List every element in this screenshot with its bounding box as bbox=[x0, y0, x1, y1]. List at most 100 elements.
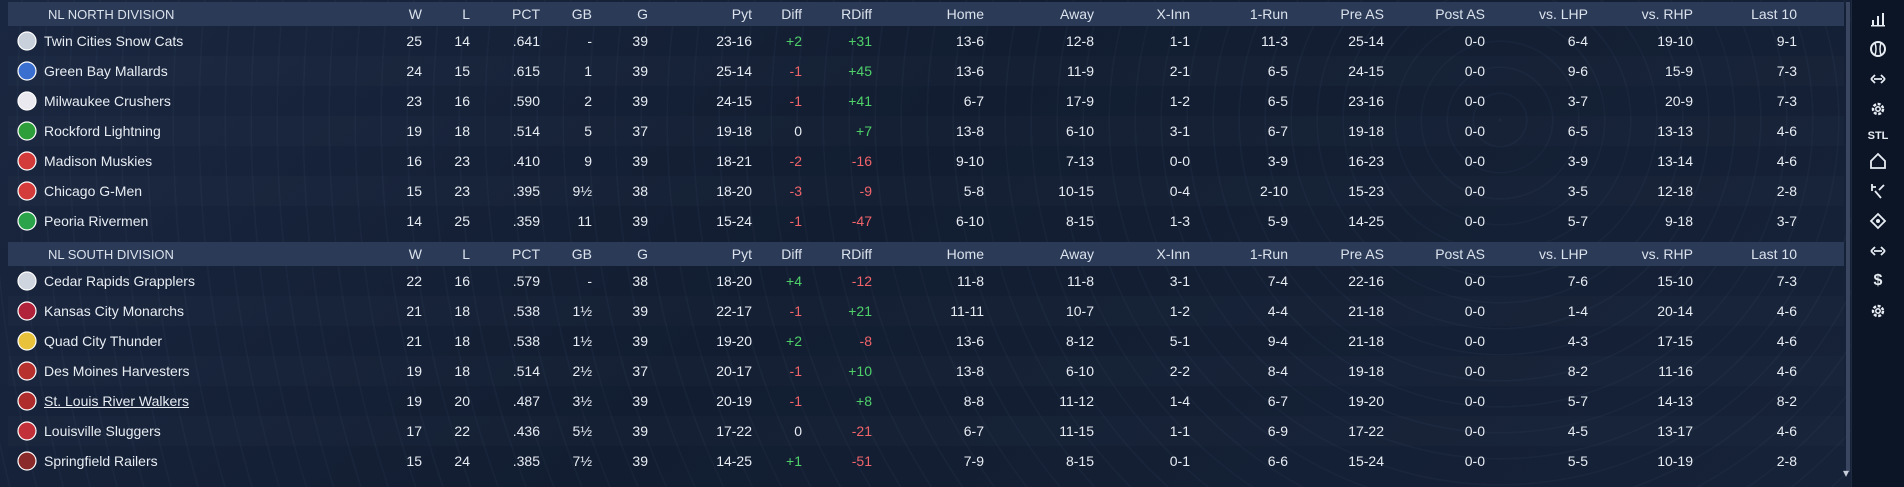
cell-pre: 19-18 bbox=[1348, 363, 1384, 379]
location-icon[interactable] bbox=[1867, 210, 1889, 232]
table-row[interactable]: Peoria Rivermen 14 25 .359 11 39 15-24 -1 -47 6-1… bbox=[8, 206, 1881, 236]
table-row[interactable]: Rockford Lightning 19 18 .514 5 37 19-18 0 +7 13-… bbox=[8, 116, 1881, 146]
table-row[interactable]: Cedar Rapids Grapplers 22 16 .579 - 38 18-20 +4… bbox=[8, 266, 1881, 296]
column-header-rhp[interactable]: vs. RHP bbox=[1641, 6, 1693, 22]
column-header-rdiff[interactable]: RDiff bbox=[841, 6, 872, 22]
trade-arrows-icon[interactable] bbox=[1867, 68, 1889, 90]
column-header-pyt[interactable]: Pyt bbox=[731, 246, 752, 262]
table-row[interactable]: Milwaukee Crushers 23 16 .590 2 39 24-15 -1 +41 6… bbox=[8, 86, 1881, 116]
column-header-pre[interactable]: Pre AS bbox=[1340, 246, 1384, 262]
cell-l: 25 bbox=[454, 213, 470, 229]
cell-w: 23 bbox=[406, 93, 422, 109]
table-row[interactable]: St. Louis River Walkers 19 20 .487 3½ 39 20-19… bbox=[8, 386, 1881, 416]
column-header-l[interactable]: L bbox=[462, 6, 470, 22]
table-row[interactable]: Madison Muskies 16 23 .410 9 39 18-21 -2 -16 9-10… bbox=[8, 146, 1881, 176]
baseball-icon[interactable] bbox=[1867, 38, 1889, 60]
scrollbar[interactable] bbox=[1846, 2, 1850, 472]
team-name[interactable]: Twin Cities Snow Cats bbox=[44, 33, 184, 49]
cell-lhp: 7-6 bbox=[1567, 273, 1588, 289]
team-name[interactable]: Des Moines Harvesters bbox=[44, 363, 190, 379]
column-header-gb[interactable]: GB bbox=[571, 246, 592, 262]
table-row[interactable]: Green Bay Mallards 24 15 .615 1 39 25-14 -1 +45 1… bbox=[8, 56, 1881, 86]
division-header: NL NORTH DIVISION W L PCT GB G Pyt Diff RDiff Hom… bbox=[8, 2, 1881, 26]
cell-pre: 14-25 bbox=[1348, 213, 1384, 229]
division-title: NL SOUTH DIVISION bbox=[48, 246, 174, 262]
dollar-icon[interactable]: $ bbox=[1873, 272, 1883, 289]
column-header-l10[interactable]: Last 10 bbox=[1751, 246, 1797, 262]
column-header-xinn[interactable]: X-Inn bbox=[1156, 6, 1190, 22]
column-header-pct[interactable]: PCT bbox=[512, 6, 540, 22]
column-header-w[interactable]: W bbox=[408, 246, 422, 262]
cell-l10: 4-6 bbox=[1776, 423, 1797, 439]
cell-diff: -2 bbox=[789, 153, 802, 169]
team-abbr[interactable]: STL bbox=[1867, 130, 1889, 142]
team-name[interactable]: Quad City Thunder bbox=[44, 333, 163, 349]
column-header-g[interactable]: G bbox=[637, 246, 648, 262]
cell-pct: .514 bbox=[512, 123, 540, 139]
cell-w: 25 bbox=[406, 33, 422, 49]
gear-icon[interactable] bbox=[1867, 300, 1889, 322]
cell-pyt: 18-20 bbox=[716, 273, 752, 289]
table-row[interactable]: Chicago G-Men 15 23 .395 9½ 38 18-20 -3 -9 5-8 10-… bbox=[8, 176, 1881, 206]
team-name[interactable]: Rockford Lightning bbox=[44, 123, 161, 139]
column-header-w[interactable]: W bbox=[408, 6, 422, 22]
column-header-diff[interactable]: Diff bbox=[781, 246, 802, 262]
cell-gb: 5½ bbox=[572, 423, 592, 439]
cell-rhp: 9-18 bbox=[1664, 213, 1693, 229]
sluggers-logo bbox=[14, 418, 40, 444]
table-row[interactable]: Louisville Sluggers 17 22 .436 5½ 39 17-22 0 -21… bbox=[8, 416, 1881, 446]
scroll-down-icon[interactable]: ▾ bbox=[1843, 466, 1850, 480]
table-row[interactable]: Kansas City Monarchs 21 18 .538 1½ 39 22-17 -1 +… bbox=[8, 296, 1881, 326]
gear-icon[interactable] bbox=[1867, 98, 1889, 120]
team-name[interactable]: Milwaukee Crushers bbox=[44, 93, 171, 109]
team-name[interactable]: St. Louis River Walkers bbox=[44, 393, 189, 409]
column-header-home[interactable]: Home bbox=[946, 6, 984, 22]
column-header-post[interactable]: Post AS bbox=[1435, 246, 1485, 262]
column-header-away[interactable]: Away bbox=[1060, 246, 1094, 262]
column-header-lhp[interactable]: vs. LHP bbox=[1538, 6, 1588, 22]
column-header-diff[interactable]: Diff bbox=[781, 6, 802, 22]
trade-arrows-icon[interactable] bbox=[1867, 240, 1889, 262]
team-name[interactable]: Green Bay Mallards bbox=[44, 63, 168, 79]
cell-w: 17 bbox=[406, 423, 422, 439]
table-row[interactable]: Springfield Railers 15 24 .385 7½ 39 14-25 +1 -5… bbox=[8, 446, 1881, 476]
column-header-lhp[interactable]: vs. LHP bbox=[1538, 246, 1588, 262]
stats-chart-icon[interactable] bbox=[1867, 8, 1889, 30]
column-header-l10[interactable]: Last 10 bbox=[1751, 6, 1797, 22]
team-name[interactable]: Chicago G-Men bbox=[44, 183, 143, 199]
column-header-gb[interactable]: GB bbox=[571, 6, 592, 22]
team-name[interactable]: Cedar Rapids Grapplers bbox=[44, 273, 195, 289]
team-name[interactable]: Peoria Rivermen bbox=[44, 213, 149, 229]
column-header-run1[interactable]: 1-Run bbox=[1249, 6, 1288, 22]
team-name[interactable]: Louisville Sluggers bbox=[44, 423, 161, 439]
cell-post: 0-0 bbox=[1464, 333, 1485, 349]
column-header-away[interactable]: Away bbox=[1060, 6, 1094, 22]
roster-icon[interactable] bbox=[1867, 180, 1889, 202]
cell-away: 10-7 bbox=[1065, 303, 1094, 319]
column-header-home[interactable]: Home bbox=[946, 246, 984, 262]
table-row[interactable]: Twin Cities Snow Cats 25 14 .641 - 39 23-16 +2 +… bbox=[8, 26, 1881, 56]
cell-pre: 16-23 bbox=[1348, 153, 1384, 169]
cell-lhp: 5-7 bbox=[1567, 213, 1588, 229]
team-name[interactable]: Springfield Railers bbox=[44, 453, 158, 469]
column-header-xinn[interactable]: X-Inn bbox=[1156, 246, 1190, 262]
column-header-run1[interactable]: 1-Run bbox=[1249, 246, 1288, 262]
division-header: NL SOUTH DIVISION W L PCT GB G Pyt Diff RDiff Hom… bbox=[8, 242, 1881, 266]
cell-pct: .538 bbox=[512, 303, 540, 319]
column-header-l[interactable]: L bbox=[462, 246, 470, 262]
cell-away: 6-10 bbox=[1065, 363, 1094, 379]
home-icon[interactable] bbox=[1867, 150, 1889, 172]
column-header-post[interactable]: Post AS bbox=[1435, 6, 1485, 22]
column-header-pre[interactable]: Pre AS bbox=[1340, 6, 1384, 22]
team-cell: Green Bay Mallards bbox=[8, 58, 389, 84]
column-header-g[interactable]: G bbox=[637, 6, 648, 22]
team-name[interactable]: Kansas City Monarchs bbox=[44, 303, 185, 319]
cell-xinn: 2-2 bbox=[1169, 363, 1190, 379]
table-row[interactable]: Des Moines Harvesters 19 18 .514 2½ 37 20-17 -1… bbox=[8, 356, 1881, 386]
column-header-pyt[interactable]: Pyt bbox=[731, 6, 752, 22]
team-name[interactable]: Madison Muskies bbox=[44, 153, 153, 169]
column-header-rdiff[interactable]: RDiff bbox=[841, 246, 872, 262]
column-header-pct[interactable]: PCT bbox=[512, 246, 540, 262]
table-row[interactable]: Quad City Thunder 21 18 .538 1½ 39 19-20 +2 -8 13… bbox=[8, 326, 1881, 356]
column-header-rhp[interactable]: vs. RHP bbox=[1641, 246, 1693, 262]
